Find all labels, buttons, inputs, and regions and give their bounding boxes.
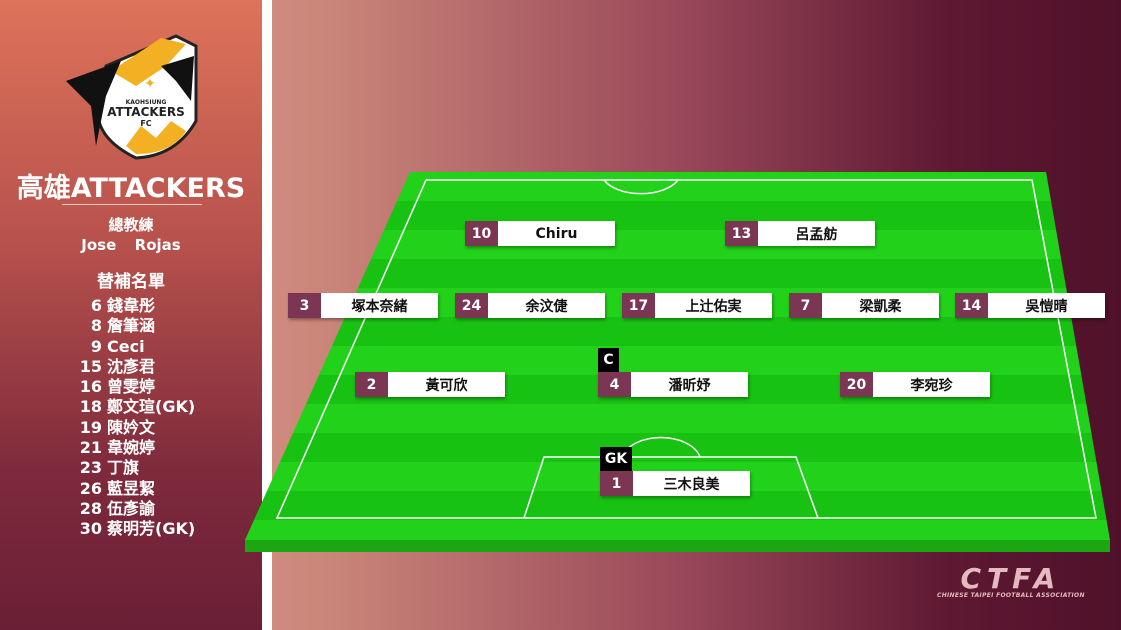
sub-number: 9 [90, 336, 102, 356]
sidebar: KAOHSIUNG ATTACKERS FC ✦ 高雄ATTACKERS 總教練… [0, 0, 262, 630]
pitch-stripe [245, 346, 1110, 375]
sub-name: Ceci [107, 336, 145, 356]
sub-name: 蔡明芳(GK) [107, 519, 196, 539]
sub-name: 伍彥諭 [107, 498, 156, 518]
divider-stripe [262, 0, 272, 630]
pitch-stripe [245, 317, 1110, 346]
sub-player: 6 錢韋彤 [0, 296, 262, 316]
player-card: 20 李宛珍 [840, 372, 990, 397]
player-name: 呂孟舫 [758, 221, 875, 246]
sub-number: 6 [90, 296, 102, 315]
sub-player: 28 伍彥諭 [0, 499, 262, 519]
player-number: 10 [465, 221, 498, 246]
player-card: 17 上辻佑実 [622, 293, 772, 318]
sub-name: 詹筆涵 [107, 316, 156, 336]
player-number: 7 [789, 293, 822, 318]
sub-player: 9 Ceci [0, 337, 262, 357]
team-logo: KAOHSIUNG ATTACKERS FC ✦ [66, 34, 198, 160]
ctfa-logo-text: CTFA [960, 562, 1062, 595]
sub-name: 曾雯婷 [107, 377, 156, 397]
player-card: 1 三木良美 [600, 471, 750, 496]
player-name: Chiru [498, 221, 615, 246]
player-name: 梁凱柔 [822, 293, 939, 318]
sub-name: 錢韋彤 [107, 296, 156, 315]
coach-title: 總教練 [108, 216, 154, 234]
pitch-stripe [245, 172, 1110, 201]
player-name: 塚本奈緒 [321, 293, 438, 318]
ctfa-logo: CTFA CHINESE TAIPEI FOOTBALL ASSOCIATION [937, 562, 1085, 600]
sub-name: 藍昱絜 [107, 478, 156, 498]
player-number: 17 [622, 293, 655, 318]
sub-number: 26 [79, 478, 102, 498]
sub-number: 23 [79, 458, 102, 478]
coach-name: Jose Rojas [81, 236, 181, 254]
player-number: 2 [355, 372, 388, 397]
sub-name: 韋婉婷 [107, 438, 156, 458]
sub-number: 30 [79, 519, 102, 539]
sub-number: 28 [79, 498, 102, 518]
divider [62, 204, 202, 205]
sub-player: 8 詹筆涵 [0, 316, 262, 336]
player-card: 13 呂孟舫 [725, 221, 875, 246]
sub-number: 21 [79, 438, 102, 458]
player-card: 2 黃可欣 [355, 372, 505, 397]
player-name: 李宛珍 [873, 372, 990, 397]
captain-badge: C [598, 348, 619, 372]
sub-number: 16 [79, 377, 102, 397]
svg-text:FC: FC [140, 119, 151, 128]
sub-player: 23 丁旗 [0, 458, 262, 478]
player-number: 24 [455, 293, 488, 318]
player-name: 三木良美 [633, 471, 750, 496]
svg-text:✦: ✦ [144, 76, 156, 92]
player-number: 14 [955, 293, 988, 318]
player-number: 13 [725, 221, 758, 246]
player-card: 7 梁凱柔 [789, 293, 939, 318]
player-name: 潘昕妤 [631, 372, 748, 397]
pitch-stripe [245, 230, 1110, 259]
player-card: 4 潘昕妤 [598, 372, 748, 397]
pitch-stripe [245, 201, 1110, 230]
sub-name: 陳妗文 [107, 417, 156, 437]
player-number: 1 [600, 471, 633, 496]
sub-number: 15 [79, 356, 102, 376]
player-card: 10 Chiru [465, 221, 615, 246]
pitch-stripe [245, 259, 1110, 288]
sub-name: 鄭文瑄(GK) [107, 397, 196, 417]
sub-player: 18 鄭文瑄(GK) [0, 397, 262, 417]
svg-text:KAOHSIUNG: KAOHSIUNG [126, 99, 167, 106]
sub-number: 8 [90, 316, 102, 336]
goalkeeper-badge: GK [600, 447, 632, 471]
sub-player: 30 蔡明芳(GK) [0, 519, 262, 539]
pitch-stripe [245, 404, 1110, 433]
player-card: 24 余汶倢 [455, 293, 605, 318]
pitch-stripe [245, 520, 1110, 540]
svg-text:ATTACKERS: ATTACKERS [107, 105, 185, 119]
sub-player: 15 沈彥君 [0, 357, 262, 377]
player-number: 20 [840, 372, 873, 397]
team-name: 高雄ATTACKERS [16, 173, 246, 204]
player-name: 余汶倢 [488, 293, 605, 318]
sub-name: 丁旗 [107, 458, 140, 478]
player-name: 上辻佑実 [655, 293, 772, 318]
subs-list: 6 錢韋彤 8 詹筆涵 9 Ceci 15 沈彥君 16 曾雯婷 18 鄭文瑄(GK) 19 陳妗文 21 韋… [0, 296, 262, 540]
sub-name: 沈彥君 [107, 356, 156, 376]
player-name: 吳愷晴 [988, 293, 1105, 318]
sub-player: 19 陳妗文 [0, 418, 262, 438]
player-number: 3 [288, 293, 321, 318]
player-number: 4 [598, 372, 631, 397]
player-name: 黃可欣 [388, 372, 505, 397]
sub-player: 21 韋婉婷 [0, 438, 262, 458]
sub-player: 16 曾雯婷 [0, 377, 262, 397]
sub-number: 19 [79, 417, 102, 437]
sub-player: 26 藍昱絜 [0, 479, 262, 499]
subs-title: 替補名單 [97, 272, 165, 292]
player-card: 14 吳愷晴 [955, 293, 1105, 318]
ctfa-logo-sub: CHINESE TAIPEI FOOTBALL ASSOCIATION [937, 592, 1085, 599]
player-card: 3 塚本奈緒 [288, 293, 438, 318]
sub-number: 18 [79, 397, 102, 417]
